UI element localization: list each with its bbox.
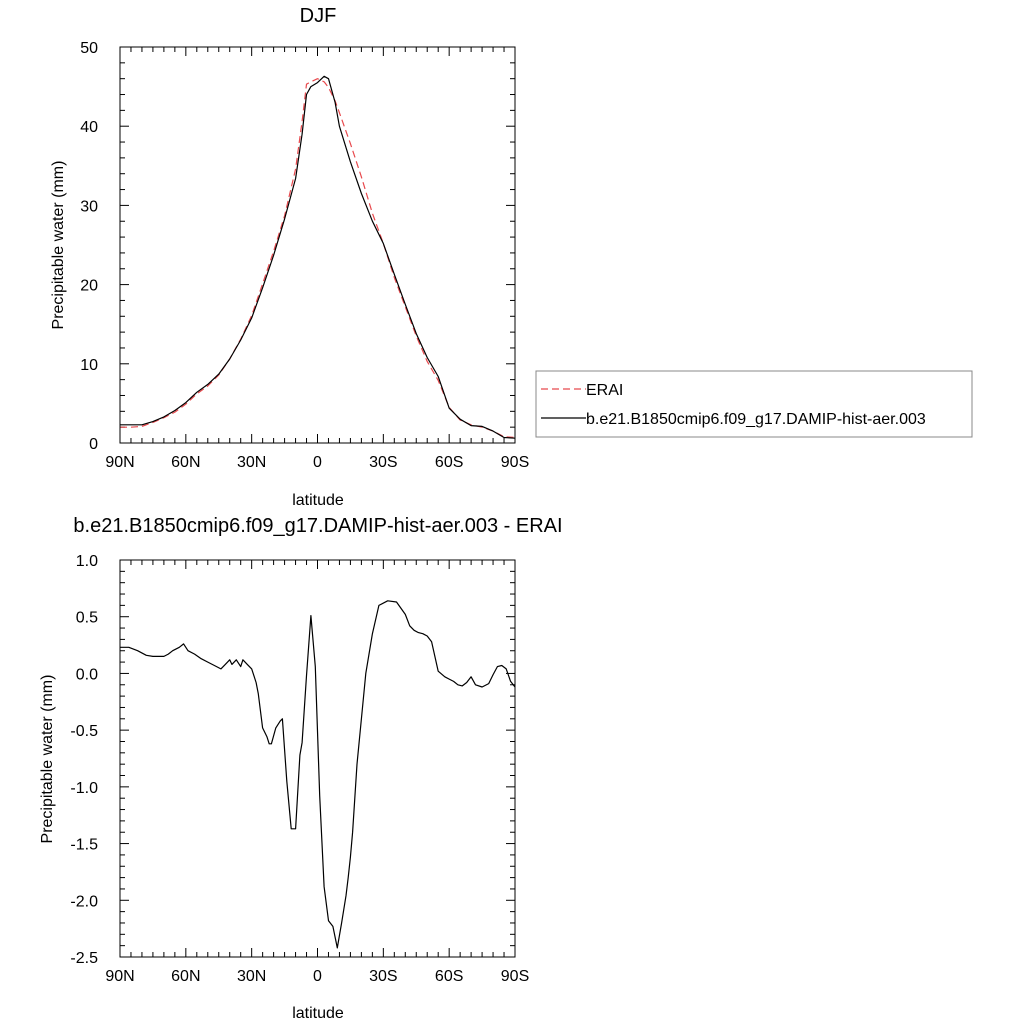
x-tick-label: 90S [501, 968, 529, 985]
y-tick-label: 0.0 [76, 666, 98, 683]
legend-model-label: b.e21.B1850cmip6.f09_g17.DAMIP-hist-aer.… [586, 411, 926, 428]
top-panel-x-axis-title: latitude [292, 492, 344, 509]
top-panel-title: DJF [300, 5, 337, 27]
bottom-panel-y-axis-title: Precipitable water (mm) [39, 675, 56, 844]
x-tick-label: 60S [435, 454, 463, 471]
y-tick-label: 40 [80, 119, 98, 136]
y-tick-label: -1.5 [70, 837, 98, 854]
x-tick-label: 0 [313, 968, 322, 985]
y-tick-label: 50 [80, 40, 98, 57]
bottom-panel-frame [119, 559, 516, 958]
x-tick-label: 30S [369, 454, 397, 471]
legend-erai-label: ERAI [586, 382, 623, 399]
y-tick-label: -2.0 [70, 893, 98, 910]
top-panel-ticks: 90N 60N 30N 0 30S 60S 90S 0 10 20 30 40 50 [80, 40, 529, 471]
x-tick-label: 90S [501, 454, 529, 471]
top-panel-series-line-model [120, 75, 516, 439]
y-tick-label: 30 [80, 198, 98, 215]
bottom-panel-series-line-difference [120, 600, 516, 949]
y-tick-label: 20 [80, 278, 98, 295]
y-tick-label: 0 [89, 436, 98, 453]
y-tick-label: 0.5 [76, 610, 98, 627]
y-tick-label: -2.5 [70, 950, 98, 967]
bottom-panel-ticks: 90N 60N 30N 0 30S 60S 90S 1.0 0.5 0.0 -0.5 -1.0 -1.5… [70, 553, 529, 985]
top-panel-series-line-erai [120, 78, 516, 439]
x-tick-label: 0 [313, 454, 322, 471]
top-panel: DJF 90N 60N 30N 0 30S 60S 90S 0 10 20 30 40 50 latit… [50, 5, 529, 509]
y-tick-label: 10 [80, 357, 98, 374]
x-tick-label: 60N [171, 454, 200, 471]
x-tick-label: 60S [435, 968, 463, 985]
bottom-panel-series [120, 600, 516, 949]
bottom-panel: b.e21.B1850cmip6.f09_g17.DAMIP-hist-aer.… [39, 515, 563, 1022]
y-tick-label: 1.0 [76, 553, 98, 570]
legend: ERAI b.e21.B1850cmip6.f09_g17.DAMIP-hist… [535, 370, 973, 438]
x-tick-label: 30N [237, 968, 266, 985]
x-tick-label: 30N [237, 454, 266, 471]
top-panel-series [120, 75, 516, 439]
bottom-panel-title: b.e21.B1850cmip6.f09_g17.DAMIP-hist-aer.… [73, 515, 562, 537]
y-tick-label: -0.5 [70, 723, 98, 740]
top-panel-frame [119, 46, 516, 444]
top-panel-y-axis-title: Precipitable water (mm) [50, 161, 67, 330]
bottom-panel-x-axis-title: latitude [292, 1005, 344, 1022]
x-tick-label: 90N [105, 968, 134, 985]
x-tick-label: 30S [369, 968, 397, 985]
x-tick-label: 90N [105, 454, 134, 471]
y-tick-label: -1.0 [70, 780, 98, 797]
legend-box [535, 370, 973, 438]
x-tick-label: 60N [171, 968, 200, 985]
